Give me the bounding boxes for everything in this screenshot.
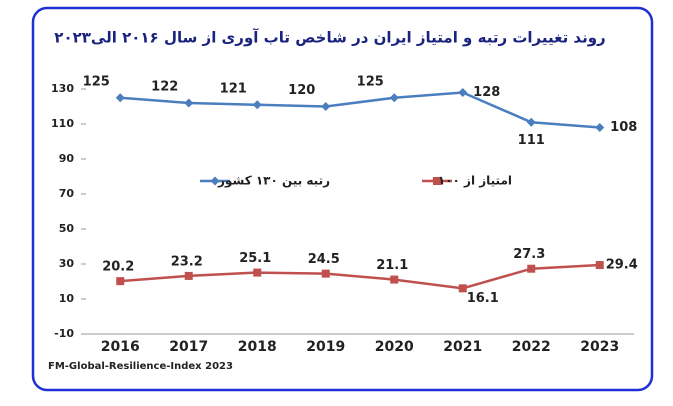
data-label: 27.3	[513, 247, 545, 262]
data-label: 21.1	[376, 258, 408, 273]
data-point	[458, 284, 467, 293]
y-tick-label: 90	[59, 152, 75, 165]
data-label: 16.1	[467, 291, 499, 306]
data-point	[252, 100, 262, 110]
series-line	[120, 263, 600, 290]
source-note: FM-Global-Resilience-Index 2023	[48, 361, 233, 372]
y-tick-label: 130	[51, 82, 74, 95]
data-point	[527, 264, 536, 273]
chart-title: روند تغییرات رتبه و امتیاز ایران در شاخص…	[54, 29, 605, 47]
data-point	[526, 117, 536, 127]
y-tick-label: 50	[59, 222, 75, 235]
data-label: 108	[610, 120, 637, 135]
data-point	[253, 268, 262, 277]
y-tick-label: 30	[59, 257, 75, 270]
y-tick-label: 110	[51, 117, 74, 130]
data-label: 20.2	[102, 260, 134, 275]
data-point	[184, 98, 194, 108]
x-tick-label: 2020	[375, 339, 414, 355]
data-point	[116, 277, 125, 286]
x-tick-label: 2016	[101, 339, 140, 355]
series-line	[120, 91, 600, 129]
data-label: 111	[518, 133, 545, 148]
y-tick-label: 10	[59, 292, 75, 305]
data-point	[458, 88, 468, 97]
data-label: 128	[473, 85, 500, 100]
data-label: 23.2	[171, 254, 203, 269]
data-point	[390, 275, 399, 284]
data-point	[433, 177, 441, 185]
x-tick-label: 2017	[169, 339, 208, 355]
data-point	[210, 176, 220, 186]
legend-label: رتبه بین ۱۳۰ کشور	[217, 174, 330, 189]
data-point	[321, 269, 330, 278]
y-tick-label: 70	[59, 187, 75, 200]
data-point	[115, 93, 125, 103]
y-tick-label: -10	[54, 327, 74, 340]
data-label: 125	[83, 74, 110, 89]
data-point	[595, 123, 605, 132]
data-label: 121	[220, 81, 247, 96]
x-tick-label: 2018	[238, 339, 277, 355]
x-tick-label: 2021	[443, 339, 482, 355]
x-tick-label: 2019	[306, 339, 345, 355]
data-point	[595, 261, 604, 270]
data-label: 120	[288, 83, 315, 98]
data-label: 125	[357, 74, 384, 89]
data-point	[321, 102, 331, 111]
data-point	[184, 271, 193, 280]
data-label: 25.1	[239, 251, 271, 266]
frame	[31, 6, 654, 392]
x-tick-label: 2023	[580, 339, 619, 355]
data-label: 122	[151, 80, 178, 95]
data-label: 29.4	[606, 258, 638, 273]
data-label: 24.5	[308, 252, 340, 267]
legend-label: امتیاز از ۱۰۰	[438, 174, 512, 188]
data-point	[389, 93, 399, 103]
x-tick-label: 2022	[512, 339, 551, 355]
